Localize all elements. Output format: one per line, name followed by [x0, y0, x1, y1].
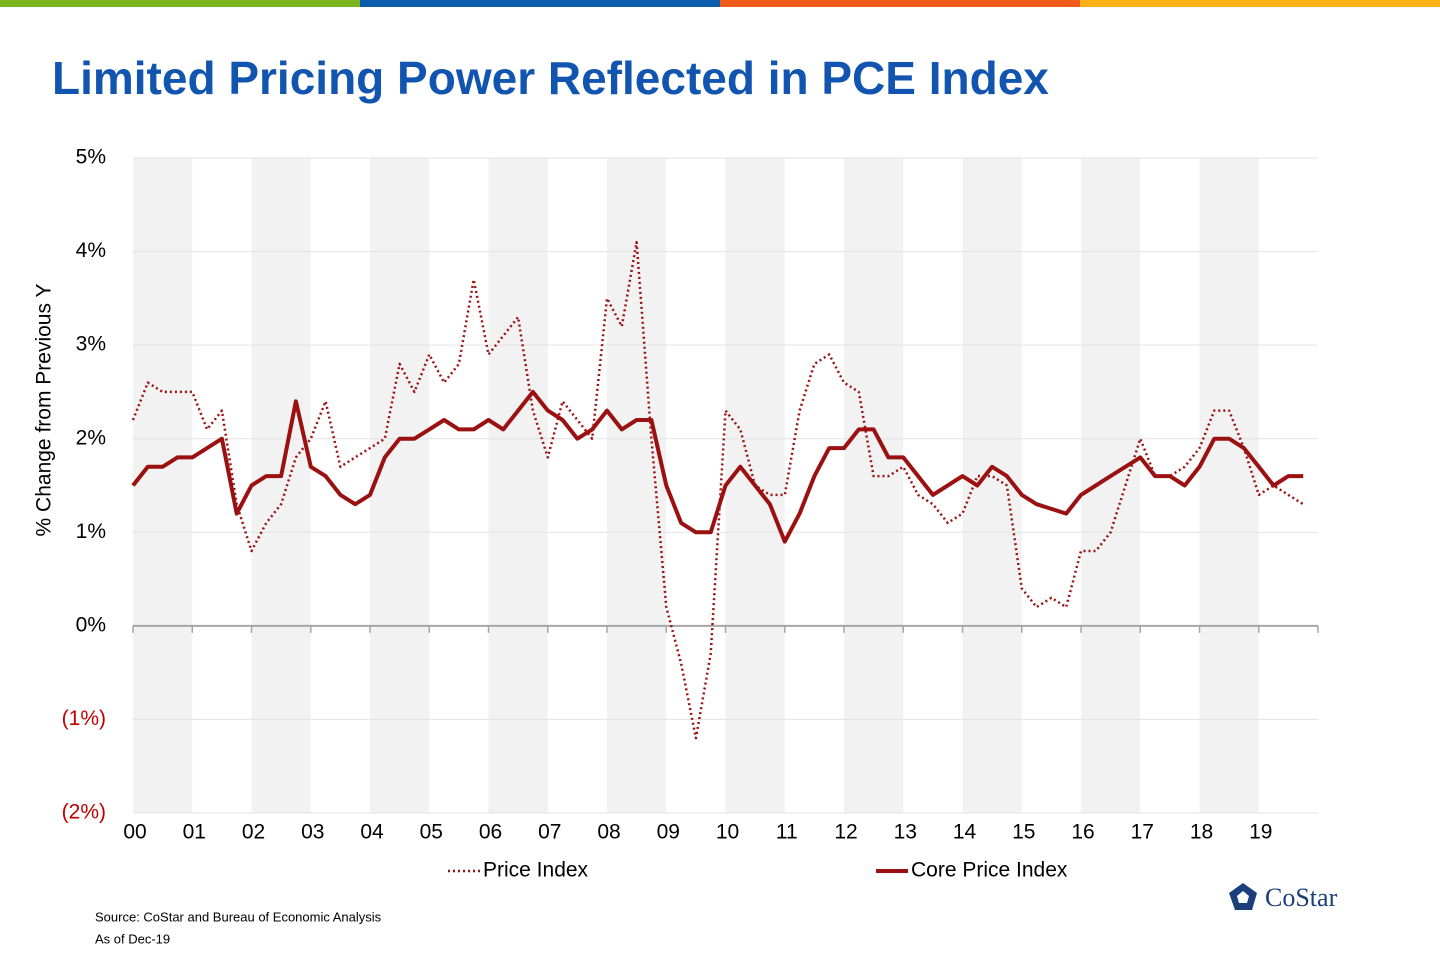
legend-label: Price Index	[483, 859, 589, 882]
y-tick-label: (1%)	[62, 707, 106, 730]
x-tick-label: 02	[242, 821, 265, 844]
logo-text: CoStar	[1265, 883, 1338, 912]
x-tick-label: 10	[716, 821, 739, 844]
y-tick-label: 1%	[76, 520, 106, 543]
y-axis-label: % Change from Previous Y	[33, 284, 56, 537]
y-tick-label: 2%	[76, 426, 106, 449]
year-band	[251, 158, 311, 813]
year-band	[1081, 158, 1141, 813]
series-line	[131, 240, 1304, 740]
year-band	[1199, 158, 1259, 813]
y-tick-label: 0%	[76, 613, 106, 636]
series-line	[131, 389, 1304, 544]
plot-area: 5% 4% 3% 2% 1% 0% (1%) (2%) 00 01 02 03 04 05 06 07 08 09…	[62, 146, 1319, 844]
x-tick-label: 12	[834, 821, 857, 844]
year-band	[488, 158, 548, 813]
x-tick-label: 16	[1071, 821, 1094, 844]
y-tick-label: 4%	[76, 239, 106, 262]
note: As of Dec-19	[95, 931, 170, 946]
x-tick-label: 00	[123, 821, 146, 844]
top-bar	[1080, 0, 1440, 7]
x-tick-label: 07	[538, 821, 561, 844]
x-tick-label: 13	[894, 821, 917, 844]
x-tick-label: 06	[479, 821, 502, 844]
top-bar	[720, 0, 1080, 7]
top-bar	[360, 0, 720, 7]
year-band	[370, 158, 430, 813]
x-tick-label: 19	[1249, 821, 1272, 844]
x-tick-label: 05	[420, 821, 443, 844]
y-tick-label: 3%	[76, 333, 106, 356]
year-band	[844, 158, 904, 813]
chart-title: Limited Pricing Power Reflected in PCE I…	[52, 52, 1049, 104]
x-tick-label: 15	[1012, 821, 1035, 844]
logo: CoStar	[1229, 883, 1338, 912]
y-tick-label: 5%	[76, 146, 106, 169]
x-tick-label: 08	[597, 821, 620, 844]
source: Source: CoStar and Bureau of Economic An…	[95, 909, 382, 924]
x-tick-label: 17	[1131, 821, 1154, 844]
year-band	[133, 158, 193, 813]
x-tick-label: 09	[657, 821, 680, 844]
x-tick-label: 03	[301, 821, 324, 844]
x-tick-label: 11	[776, 821, 798, 844]
logo-mark	[1237, 891, 1249, 903]
top-bar	[0, 0, 360, 7]
year-band	[607, 158, 667, 813]
x-tick-label: 04	[360, 821, 384, 844]
legend-label: Core Price Index	[911, 859, 1068, 882]
y-tick-label: (2%)	[62, 801, 106, 824]
x-tick-label: 18	[1190, 821, 1213, 844]
x-tick-label: 14	[953, 821, 977, 844]
x-tick-label: 01	[183, 821, 206, 844]
